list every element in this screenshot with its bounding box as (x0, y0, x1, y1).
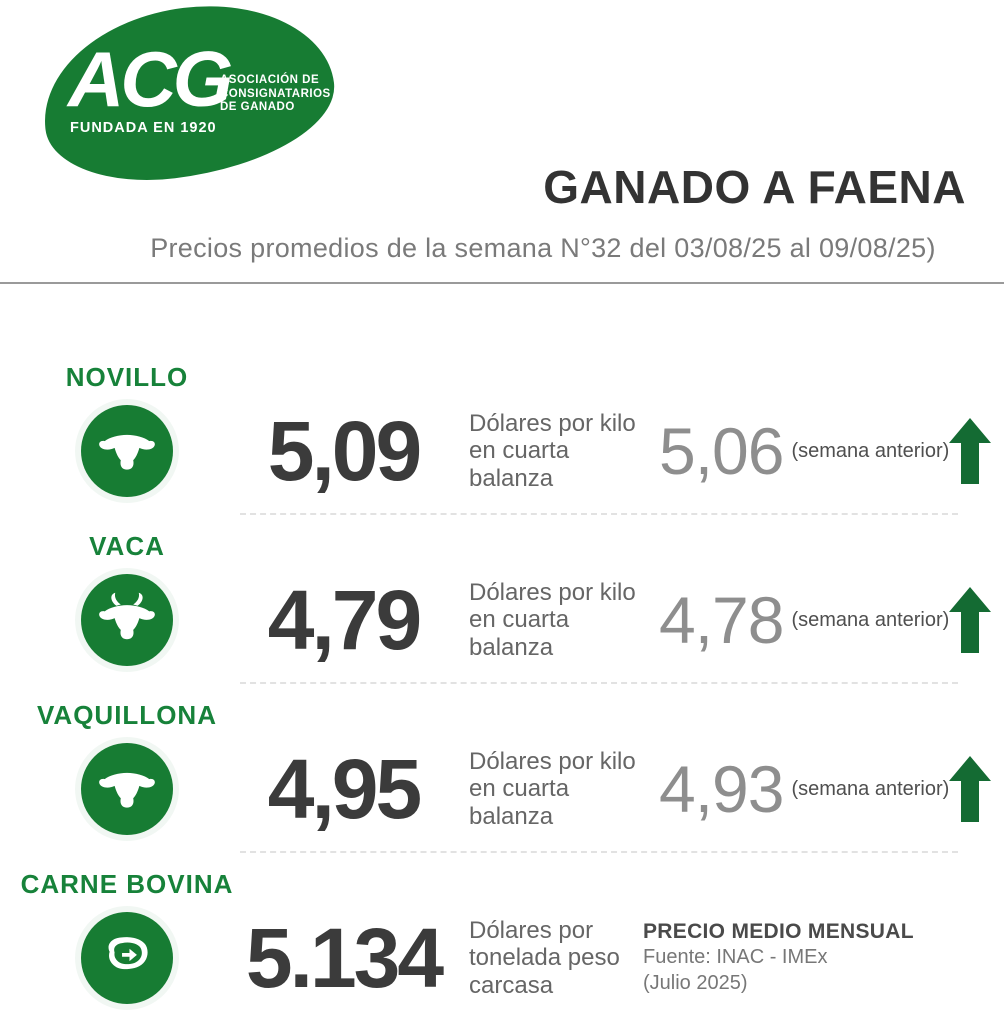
previous-price: 4,78 (659, 583, 784, 657)
cow-head-horns-icon (81, 574, 173, 666)
row-separator (240, 682, 958, 684)
row-carne-bovina: CARNE BOVINA 5.134 Dólares por tonelada … (0, 869, 1004, 1004)
price-unit: Dólares por kilo en cuarta balanza (469, 578, 636, 661)
price-value: 4,79 (267, 573, 423, 667)
logo-founded-text: FUNDADA EN 1920 (70, 120, 217, 136)
cow-head-icon (81, 405, 173, 497)
logo-org-name: ASOCIACIÓN DE CONSIGNATARIOS DE GANADO (220, 74, 331, 114)
price-unit: Dólares por kilo en cuarta balanza (469, 409, 636, 492)
monthly-note-source: Fuente: INAC - IMEx (643, 946, 828, 968)
header-divider (0, 282, 1004, 284)
acg-logo: ACG ASOCIACIÓN DE CONSIGNATARIOS DE GANA… (32, 0, 344, 194)
previous-price: 5,06 (659, 414, 784, 488)
price-value: 4,95 (267, 742, 423, 836)
monthly-note-title: PRECIO MEDIO MENSUAL (643, 920, 914, 943)
row-separator (240, 851, 958, 853)
price-unit: Dólares por tonelada peso carcasa (469, 916, 620, 999)
previous-note: (semana anterior) (791, 439, 950, 462)
previous-note: (semana anterior) (791, 608, 950, 631)
animal-label: VACA (89, 531, 165, 561)
animal-label: VAQUILLONA (37, 700, 217, 730)
price-rows: NOVILLO 5,09 Dólares por kilo en cuarta … (0, 362, 1004, 1004)
page-subtitle: Precios promedios de la semana N°32 del … (150, 233, 936, 263)
previous-price: 4,93 (659, 752, 784, 826)
monthly-note: PRECIO MEDIO MENSUAL Fuente: INAC - IMEx… (643, 920, 914, 996)
cow-head-icon (81, 743, 173, 835)
row-vaquillona: VAQUILLONA 4,95 Dólares por kilo en cuar… (0, 700, 1004, 835)
logo-acronym: ACG (68, 35, 230, 123)
trend-up-arrow-icon (949, 756, 992, 822)
row-separator (240, 513, 958, 515)
animal-label: NOVILLO (65, 362, 189, 392)
price-value: 5,09 (267, 404, 423, 498)
price-value: 5.134 (245, 911, 444, 1005)
trend-up-arrow-icon (949, 418, 992, 484)
page-title: GANADO A FAENA (543, 161, 966, 213)
monthly-note-period: (Julio 2025) (643, 972, 748, 994)
trend-up-arrow-icon (949, 587, 992, 653)
animal-label: CARNE BOVINA (20, 869, 234, 899)
row-vaca: VACA 4,79 Dólares por kilo en cuarta bal… (0, 531, 1004, 666)
previous-note: (semana anterior) (791, 777, 950, 800)
price-unit: Dólares por kilo en cuarta balanza (469, 747, 636, 830)
row-novillo: NOVILLO 5,09 Dólares por kilo en cuarta … (0, 362, 1004, 497)
steak-icon (81, 912, 173, 1004)
